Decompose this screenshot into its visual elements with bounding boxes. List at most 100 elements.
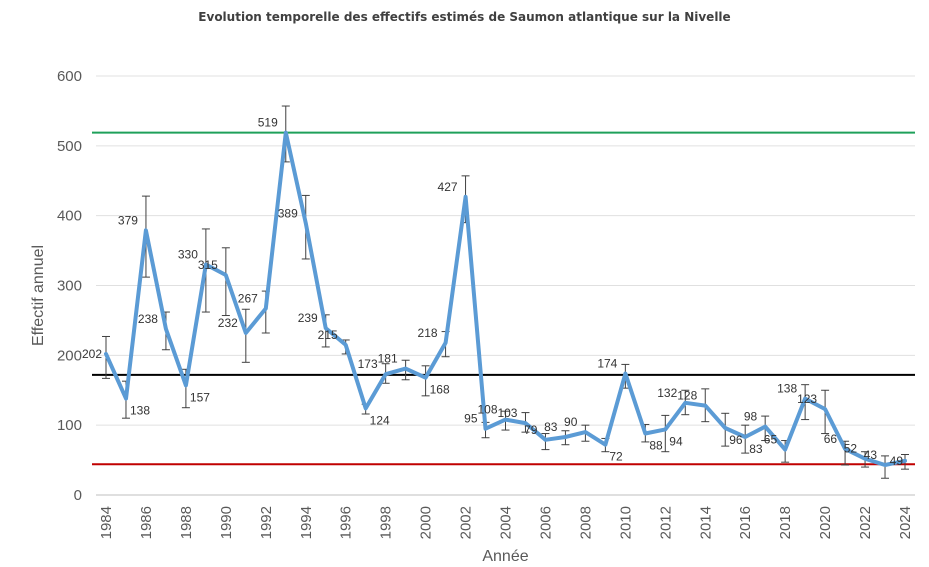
data-label: 103 (497, 406, 517, 420)
data-label: 389 (278, 206, 298, 220)
x-tick-label: 2020 (817, 506, 834, 539)
data-point (903, 459, 907, 463)
data-point (843, 447, 847, 451)
data-point (344, 343, 348, 347)
data-point (643, 432, 647, 436)
data-point (523, 421, 527, 425)
data-point (204, 263, 208, 267)
data-point (144, 228, 148, 232)
data-point (543, 438, 547, 442)
data-label: 519 (258, 116, 278, 130)
data-label: 72 (609, 450, 623, 464)
x-tick-label: 1988 (178, 506, 195, 539)
data-label: 83 (544, 420, 558, 434)
data-label: 330 (178, 248, 198, 262)
data-label: 132 (657, 386, 677, 400)
x-tick-label: 1984 (98, 506, 115, 539)
x-tick-label: 2010 (617, 506, 634, 539)
x-axis-ticks: 1984 1986 1988 1990 1992 1994 1996 1998 2000 2002… (98, 506, 914, 539)
data-label: 173 (358, 357, 378, 371)
data-label: 138 (777, 382, 797, 396)
data-point (304, 221, 308, 225)
data-label: 95 (464, 412, 478, 426)
data-label: 98 (744, 410, 758, 424)
data-label: 238 (138, 312, 158, 326)
data-point (883, 463, 887, 467)
data-point (284, 131, 288, 135)
data-label: 128 (677, 389, 697, 403)
data-point (803, 397, 807, 401)
data-point (164, 327, 168, 331)
data-label: 123 (797, 392, 817, 406)
y-tick-label: 0 (74, 487, 82, 504)
data-label: 215 (318, 328, 338, 342)
x-tick-label: 2004 (498, 506, 515, 539)
x-tick-label: 2006 (537, 506, 554, 539)
data-label: 88 (649, 439, 663, 453)
data-label: 174 (597, 356, 617, 370)
data-label: 427 (438, 180, 458, 194)
data-label: 124 (370, 413, 390, 427)
x-tick-label: 2012 (657, 506, 674, 539)
x-tick-label: 2014 (697, 506, 714, 539)
data-point (763, 425, 767, 429)
data-point (823, 407, 827, 411)
data-point (384, 372, 388, 376)
data-point (324, 326, 328, 330)
data-point (663, 427, 667, 431)
x-tick-label: 1990 (218, 506, 235, 539)
data-label: 96 (729, 433, 743, 447)
y-tick-label: 300 (57, 278, 82, 295)
y-tick-label: 500 (57, 138, 82, 155)
data-point (444, 341, 448, 345)
data-point (184, 383, 188, 387)
data-point (723, 426, 727, 430)
x-tick-label: 1992 (258, 506, 275, 539)
data-label: 52 (844, 442, 858, 456)
data-label: 181 (378, 352, 398, 366)
data-label: 138 (130, 404, 150, 418)
chart-title: Evolution temporelle des effectifs estim… (198, 10, 731, 24)
data-point (583, 430, 587, 434)
y-tick-label: 100 (57, 417, 82, 434)
data-point (104, 352, 108, 356)
data-label: 83 (749, 442, 763, 456)
reference-lines (92, 131, 915, 466)
data-label: 315 (198, 258, 218, 272)
data-label: 43 (864, 448, 878, 462)
x-tick-label: 1994 (298, 506, 315, 539)
data-label: 157 (190, 390, 210, 404)
y-axis-title: Effectif annuel (30, 245, 47, 346)
data-label: 202 (82, 347, 102, 361)
data-label: 94 (669, 434, 683, 448)
x-tick-label: 2024 (897, 506, 914, 539)
data-label: 79 (524, 423, 538, 437)
data-point (743, 435, 747, 439)
x-axis-title: Année (482, 548, 528, 565)
data-label: 239 (298, 311, 318, 325)
data-point (424, 376, 428, 380)
data-label: 379 (118, 213, 138, 227)
data-point (504, 418, 507, 422)
y-tick-label: 400 (57, 208, 82, 225)
data-point (863, 457, 867, 461)
data-point (623, 371, 627, 375)
data-point (603, 443, 607, 447)
data-point (404, 367, 408, 371)
data-point (464, 195, 468, 199)
x-tick-label: 2008 (577, 506, 594, 539)
x-tick-label: 2022 (857, 506, 874, 539)
x-tick-label: 1996 (338, 506, 355, 539)
data-label: 108 (477, 403, 497, 417)
data-label: 66 (824, 432, 838, 446)
x-tick-label: 1998 (378, 506, 395, 539)
data-point (124, 397, 128, 401)
y-axis-ticks: 0 100 200 300 400 500 600 (57, 68, 82, 504)
x-tick-label: 2016 (737, 506, 754, 539)
data-label: 49 (890, 454, 904, 468)
data-point (683, 401, 687, 405)
data-label: 218 (418, 326, 438, 340)
series-line (104, 130, 907, 467)
